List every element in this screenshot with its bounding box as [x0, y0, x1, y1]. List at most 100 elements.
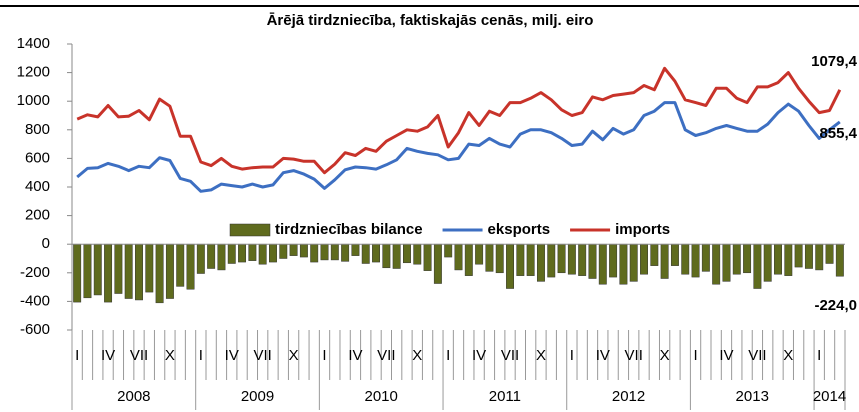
bar [557, 243, 566, 274]
x-tick-label: IV [101, 347, 115, 364]
x-tick-label: X [289, 347, 299, 364]
year-label: 2010 [365, 388, 398, 405]
data-label: 855,4 [819, 125, 857, 142]
bar [804, 243, 813, 269]
bar [403, 243, 411, 264]
x-tick-label: I [199, 347, 203, 364]
bar [423, 243, 432, 271]
bar [433, 243, 442, 284]
year-label: 2014 [813, 388, 846, 405]
bar [155, 243, 164, 304]
bar [176, 243, 185, 287]
data-label: -224,0 [814, 297, 857, 314]
year-label: 2008 [117, 388, 150, 405]
bar [289, 243, 298, 256]
bar [310, 243, 319, 263]
bar [485, 243, 494, 272]
year-label: 2012 [612, 388, 645, 405]
bar [165, 243, 174, 299]
x-tick-label: VII [748, 347, 766, 364]
bar [320, 243, 329, 261]
x-tick-label: VII [501, 347, 519, 364]
chart-title: Ārējā tirdzniecība, faktiskajās cenās, m… [267, 12, 594, 29]
bar [258, 243, 267, 265]
bar [516, 243, 525, 276]
bar [640, 243, 648, 275]
bar [444, 243, 453, 258]
bar [763, 243, 772, 282]
x-tick-label: VII [625, 347, 643, 364]
x-tick-label: IV [719, 347, 733, 364]
bar [454, 243, 463, 271]
x-tick-label: IV [348, 347, 362, 364]
bar [774, 243, 782, 275]
line-series [76, 101, 841, 193]
bar [526, 243, 535, 276]
x-tick-label: I [446, 347, 450, 364]
bar [207, 243, 216, 269]
bar [825, 243, 834, 264]
bar [536, 243, 545, 282]
bar [794, 243, 803, 268]
y-tick-label: 200 [25, 207, 50, 224]
bar [609, 243, 618, 278]
y-tick-label: 0 [42, 235, 50, 252]
x-tick-label: I [570, 347, 574, 364]
bar [73, 243, 82, 303]
bar [238, 243, 247, 263]
bar [351, 243, 360, 256]
year-label: 2013 [736, 388, 769, 405]
bar [93, 243, 102, 296]
data-label: 1079,4 [811, 53, 858, 70]
bar [670, 243, 679, 266]
bar [269, 243, 277, 263]
y-tick-label: 800 [25, 121, 50, 138]
x-tick-label: IV [596, 347, 610, 364]
bar [145, 243, 154, 293]
bar [547, 243, 556, 278]
bar [217, 243, 226, 271]
bar [835, 243, 844, 277]
bar [815, 243, 824, 271]
bar [83, 243, 92, 299]
bar [506, 243, 514, 289]
y-tick-label: 1000 [17, 92, 50, 109]
x-tick-label: I [322, 347, 326, 364]
bar [248, 243, 257, 261]
bar [341, 243, 350, 262]
legend-label: eksports [488, 221, 551, 238]
bar [413, 243, 422, 265]
bar [629, 243, 638, 282]
bar [567, 243, 576, 275]
legend-swatch [229, 223, 271, 237]
bar [681, 243, 690, 275]
bar [135, 243, 143, 301]
x-tick-label: X [536, 347, 546, 364]
bar [330, 243, 339, 261]
bar [660, 243, 669, 279]
x-tick-label: IV [472, 347, 486, 364]
bar [382, 243, 391, 269]
x-tick-label: IV [225, 347, 239, 364]
line-series [76, 66, 842, 175]
x-tick-label: X [783, 347, 793, 364]
legend-label: imports [615, 221, 670, 238]
bar [691, 243, 700, 278]
bar [475, 243, 484, 265]
bar [650, 243, 659, 266]
x-tick-label: X [660, 347, 670, 364]
bar [722, 243, 731, 282]
bar [104, 243, 113, 303]
bar [619, 243, 628, 285]
bar [753, 243, 762, 289]
y-tick-label: -400 [20, 292, 50, 309]
bar [464, 243, 473, 276]
bar [279, 243, 288, 259]
x-tick-label: X [412, 347, 422, 364]
bar [392, 243, 401, 269]
y-tick-label: 1400 [17, 35, 50, 52]
x-tick-label: X [165, 347, 175, 364]
y-tick-label: 400 [25, 178, 50, 195]
bar [186, 243, 195, 290]
